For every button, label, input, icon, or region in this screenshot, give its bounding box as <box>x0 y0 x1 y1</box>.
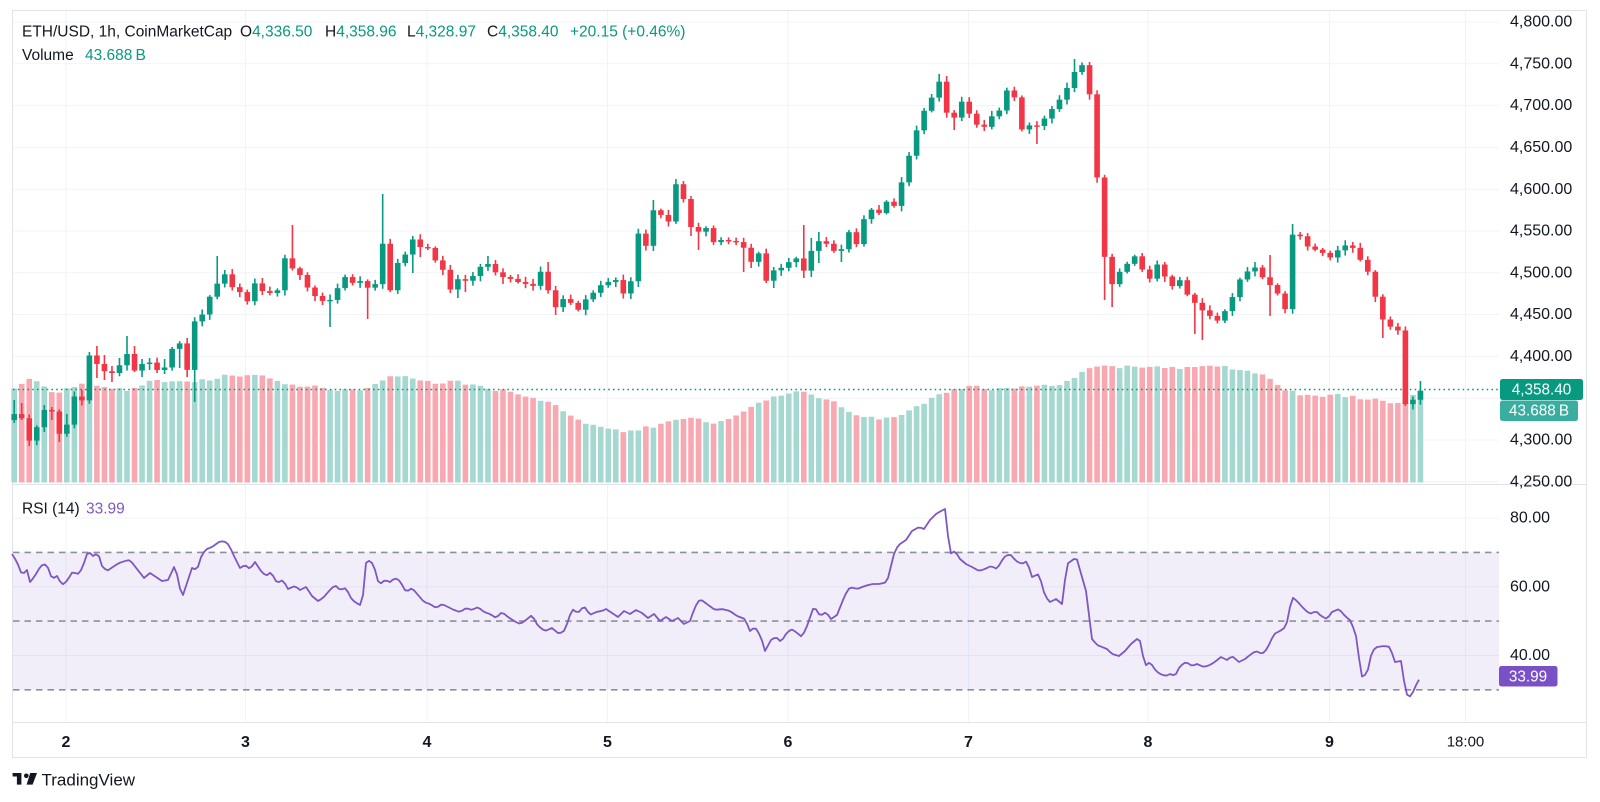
svg-text:33.99: 33.99 <box>1509 668 1547 685</box>
svg-text:4,450.00: 4,450.00 <box>1510 306 1572 323</box>
svg-text:4: 4 <box>423 734 432 751</box>
svg-text:H4,358.96: H4,358.96 <box>325 24 397 41</box>
svg-text:4,400.00: 4,400.00 <box>1510 348 1572 365</box>
svg-text:4,750.00: 4,750.00 <box>1510 55 1572 72</box>
svg-text:2: 2 <box>62 734 71 751</box>
svg-text:4,500.00: 4,500.00 <box>1510 264 1572 281</box>
svg-text:9: 9 <box>1325 734 1334 751</box>
svg-text:4,550.00: 4,550.00 <box>1510 223 1572 240</box>
svg-text:+20.15 (+0.46%): +20.15 (+0.46%) <box>570 24 685 41</box>
svg-text:43.688 B: 43.688 B <box>85 47 146 64</box>
svg-text:8: 8 <box>1144 734 1153 751</box>
svg-text:ETH/USD, 1h, CoinMarketCap: ETH/USD, 1h, CoinMarketCap <box>22 24 232 41</box>
svg-text:4,250.00: 4,250.00 <box>1510 473 1572 490</box>
svg-text:18:00: 18:00 <box>1447 734 1485 751</box>
svg-text:33.99: 33.99 <box>86 501 125 518</box>
svg-text:3: 3 <box>241 734 250 751</box>
svg-text:C4,358.40: C4,358.40 <box>487 24 559 41</box>
svg-text:4,800.00: 4,800.00 <box>1510 14 1572 31</box>
svg-text:4,600.00: 4,600.00 <box>1510 181 1572 198</box>
svg-text:80.00: 80.00 <box>1510 510 1550 527</box>
svg-text:43.688 B: 43.688 B <box>1509 403 1569 420</box>
svg-text:60.00: 60.00 <box>1510 578 1550 595</box>
svg-text:L4,328.97: L4,328.97 <box>407 24 476 41</box>
svg-text:TradingView: TradingView <box>42 771 136 790</box>
svg-text:4,700.00: 4,700.00 <box>1510 97 1572 114</box>
svg-text:RSI (14): RSI (14) <box>22 501 80 518</box>
svg-text:7: 7 <box>964 734 973 751</box>
svg-text:5: 5 <box>603 734 612 751</box>
svg-text:4,358.40: 4,358.40 <box>1512 382 1572 399</box>
svg-text:O4,336.50: O4,336.50 <box>240 24 313 41</box>
svg-text:4,300.00: 4,300.00 <box>1510 432 1572 449</box>
svg-text:40.00: 40.00 <box>1510 647 1550 664</box>
svg-text:Volume: Volume <box>22 47 74 64</box>
svg-text:6: 6 <box>784 734 793 751</box>
svg-text:4,650.00: 4,650.00 <box>1510 139 1572 156</box>
